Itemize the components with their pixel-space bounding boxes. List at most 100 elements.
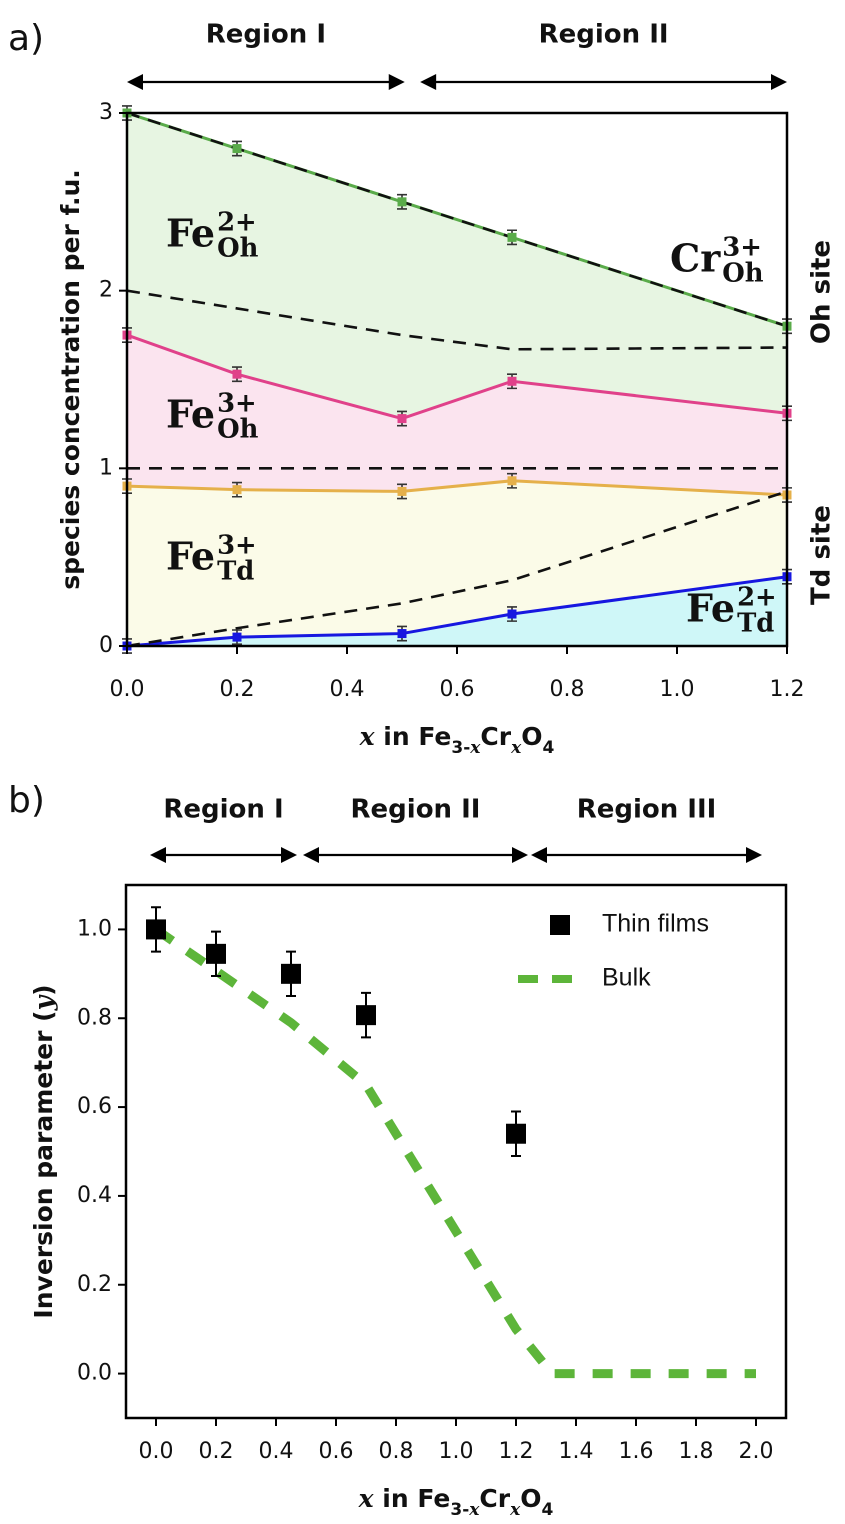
species-sub: Oh [722,259,763,289]
y-axis-label-part: Inversion parameter ( [29,1010,58,1318]
x-axis-label-part: Cr [479,1484,510,1513]
species-base: Fe [166,211,215,256]
species-sup: 2+ [217,208,257,238]
site-label: Oh site [807,240,837,344]
area-fill [127,335,787,495]
x-tick-label: 0.8 [379,1439,414,1464]
region-label: Region III [577,795,717,825]
x-axis-label-part: O [520,1484,541,1513]
x-axis-label-part: in Fe [374,1484,451,1513]
marker [232,485,242,495]
marker [232,369,242,379]
x-tick-label: 2.0 [739,1439,774,1464]
arrow-head [150,847,297,863]
marker [506,1123,526,1144]
x-tick-label: 0.4 [259,1439,294,1464]
species-base: Cr [670,236,721,281]
marker [232,144,242,154]
area-fill [127,480,787,646]
marker [507,232,517,242]
x-axis-label-part: x [509,1500,521,1520]
marker [397,197,407,207]
x-tick-label: 1.4 [559,1439,594,1464]
y-tick-label: 0.8 [77,1005,112,1030]
y-tick-label: 0.4 [77,1183,112,1208]
y-tick-label: 1 [99,455,113,480]
x-axis-label-part: 4 [542,738,554,758]
region-label: Region I [206,20,326,50]
area-fill [127,113,787,419]
species-sub: Td [217,557,254,587]
site-label: Td site [807,505,837,605]
x-axis-label-part: 3- [450,1500,469,1520]
y-tick-label: 0.2 [77,1272,112,1297]
bulk-line [153,925,756,1379]
y-axis-label-part: y [29,994,58,1011]
y-tick-label: 0.6 [77,1094,112,1119]
marker [397,486,407,496]
marker [507,476,517,486]
y-axis-label-part: ) [29,984,58,995]
marker [507,609,517,619]
x-axis-label-part: O [521,722,542,751]
panel-label: a) [8,18,44,59]
x-tick-label: 0.0 [110,677,145,702]
dashed-line [126,490,788,648]
x-tick-label: 1.0 [660,677,695,702]
y-tick-label: 2 [99,278,113,303]
y-tick-label: 0 [99,633,113,658]
x-tick-label: 1.2 [499,1439,534,1464]
x-axis-label-part: 3- [451,738,470,758]
x-axis-label-part: in Fe [375,722,452,751]
marker [397,414,407,424]
species-base: Fe [166,534,215,579]
x-tick-label: 1.8 [679,1439,714,1464]
x-tick-label: 0.8 [550,677,585,702]
species-sub: Oh [217,415,258,445]
plot-frame [124,883,788,1420]
marker [232,632,242,642]
x-axis-label: x in Fe3-xCrxO4 [358,1484,554,1521]
marker [397,629,407,639]
x-tick-label: 1.2 [770,677,805,702]
dashed-line [126,289,788,351]
marker [146,919,166,940]
x-tick-label: 0.2 [220,677,255,702]
species-sup: 2+ [737,583,777,613]
legend-label: Bulk [602,964,651,992]
y-axis-label-part: species concentration per f.u. [56,169,85,590]
x-tick-label: 0.6 [319,1439,354,1464]
x-tick-label: 0.0 [139,1439,174,1464]
x-tick-label: 0.4 [330,677,365,702]
marker [206,943,226,964]
species-sup: 3+ [722,233,762,263]
y-axis-label: species concentration per f.u. [56,169,85,590]
x-axis-label: x in Fe3-xCrxO4 [359,722,555,759]
panel-label: b) [8,780,45,821]
region-label: Region II [539,20,669,50]
y-axis-label: Inversion parameter (y) [29,984,59,1318]
legend-marker [550,915,570,935]
marker [356,1005,376,1026]
x-tick-label: 0.6 [440,677,475,702]
x-tick-label: 0.2 [199,1439,234,1464]
species-sup: 3+ [217,389,257,419]
x-tick-label: 1.0 [439,1439,474,1464]
species-base: Fe [686,586,735,631]
region-label: Region I [163,795,283,825]
marker [281,963,301,984]
species-sub: Oh [217,234,258,264]
species-sup: 3+ [217,531,257,561]
x-axis-label-part: 4 [541,1500,553,1520]
species-base: Fe [166,392,215,437]
x-axis-label-part: Cr [480,722,511,751]
y-tick-label: 0.0 [77,1361,112,1386]
y-tick-label: 3 [99,100,113,125]
x-axis-label-part: x [510,738,522,758]
x-axis-label-part: x [358,1484,375,1513]
x-axis-label-part: x [359,722,376,751]
area-fill [127,576,787,646]
x-axis-label-part: x [468,1500,480,1520]
y-tick-label: 1.0 [77,916,112,941]
